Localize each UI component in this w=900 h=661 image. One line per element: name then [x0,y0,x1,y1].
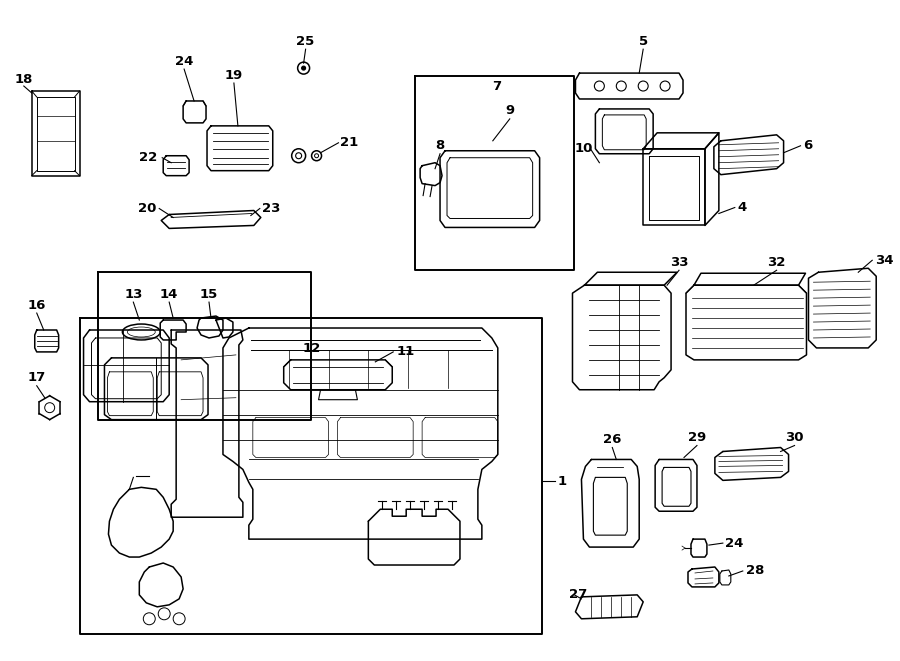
Text: 14: 14 [160,288,178,301]
Text: 26: 26 [603,433,622,446]
Text: 32: 32 [768,256,786,269]
Text: 28: 28 [746,564,764,578]
Text: 21: 21 [340,136,359,149]
Text: 10: 10 [575,142,593,155]
Text: 27: 27 [570,588,588,602]
Text: 25: 25 [296,35,315,48]
Text: 5: 5 [639,35,648,48]
Text: 17: 17 [28,371,46,384]
Text: 18: 18 [14,73,33,85]
Text: 20: 20 [138,202,157,215]
Text: 12: 12 [302,342,321,356]
Text: 16: 16 [28,299,46,311]
Text: 22: 22 [140,151,158,164]
Text: 8: 8 [436,139,445,152]
Text: 6: 6 [804,139,813,152]
Text: 11: 11 [396,346,415,358]
Text: 1: 1 [557,475,567,488]
Text: 30: 30 [786,431,804,444]
Circle shape [302,66,306,70]
Text: 33: 33 [670,256,688,269]
Text: 4: 4 [738,201,747,214]
Text: 13: 13 [124,288,142,301]
Text: 24: 24 [724,537,743,549]
Text: 34: 34 [875,254,894,267]
Text: 23: 23 [262,202,280,215]
Text: 29: 29 [688,431,706,444]
Text: 15: 15 [200,288,218,301]
Text: 9: 9 [505,104,514,118]
Text: 24: 24 [175,55,194,67]
Text: 7: 7 [492,79,501,93]
Text: 19: 19 [225,69,243,81]
